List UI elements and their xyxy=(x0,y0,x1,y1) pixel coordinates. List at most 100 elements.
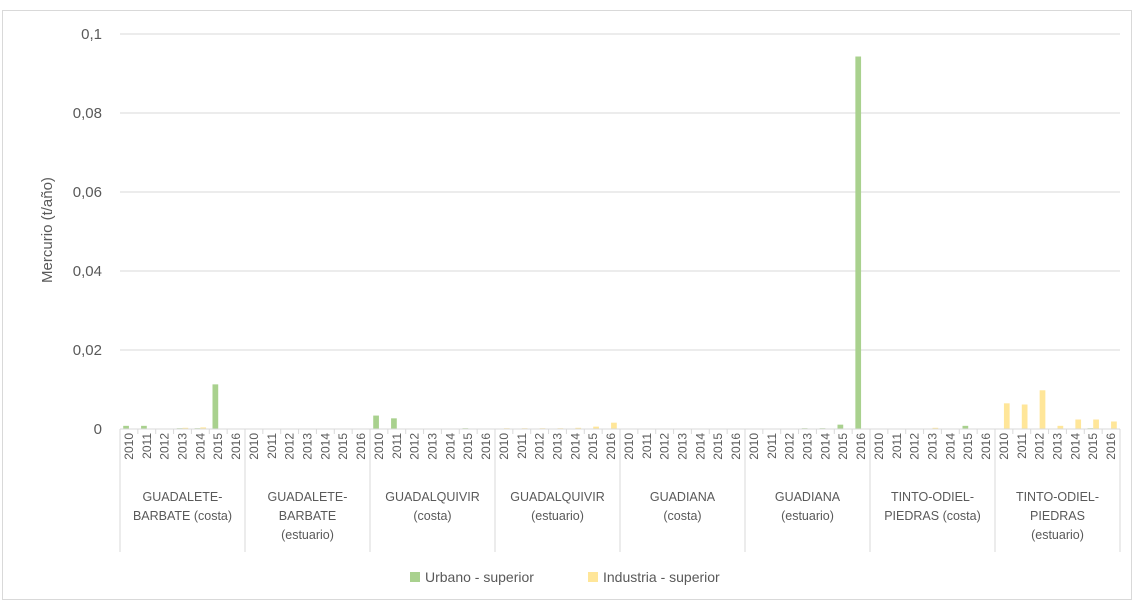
group-label: (estuario) xyxy=(531,509,584,523)
y-tick-label: 0 xyxy=(94,421,102,438)
x-tick-label: 2012 xyxy=(908,433,922,460)
bar-industria xyxy=(575,427,582,429)
x-tick-label: 2011 xyxy=(640,433,654,459)
bar-industria xyxy=(932,427,939,429)
x-tick-label: 2010 xyxy=(122,433,136,460)
bar-industria xyxy=(1057,425,1064,429)
y-tick-labels: 0 0,02 0,04 0,06 0,08 0,1 xyxy=(73,26,102,438)
x-tick-label: 2015 xyxy=(1086,433,1100,460)
x-tick-label: 2016 xyxy=(604,433,618,460)
legend: Urbano - superior Industria - superior xyxy=(410,569,720,585)
y-tick-label: 0,1 xyxy=(81,26,102,43)
x-tick-label: 2014 xyxy=(1068,433,1082,460)
x-tick-label: 2011 xyxy=(390,433,404,459)
bar-urbano xyxy=(855,56,862,429)
group-label: (estuario) xyxy=(281,528,334,542)
legend-label: Urbano - superior xyxy=(425,569,534,585)
x-tick-label: 2010 xyxy=(372,433,386,460)
x-tick-label: 2012 xyxy=(158,433,172,460)
bar-industria xyxy=(1075,419,1082,429)
x-tick-label: 2015 xyxy=(711,433,725,460)
bar-urbano xyxy=(837,424,844,429)
x-tick-label: 2010 xyxy=(747,433,761,460)
x-tick-label: 2012 xyxy=(783,433,797,460)
y-tick-label: 0,04 xyxy=(73,263,102,280)
x-tick-label: 2011 xyxy=(265,433,279,459)
bar-urbano xyxy=(212,384,219,429)
group-label: GUADALQUIVIR xyxy=(510,490,604,504)
x-tick-label: 2012 xyxy=(658,433,672,460)
grid-lines xyxy=(120,33,1120,351)
x-tick-label: 2010 xyxy=(497,433,511,460)
bar-industria xyxy=(1003,403,1010,429)
x-tick-label: 2010 xyxy=(997,433,1011,460)
x-tick-label: 2016 xyxy=(729,433,743,460)
x-tick-label: 2015 xyxy=(211,433,225,460)
bar-industria xyxy=(593,426,599,429)
x-tick-label: 2016 xyxy=(854,433,868,460)
x-tick-label: 2013 xyxy=(301,433,315,460)
x-tick-label: 2016 xyxy=(1104,433,1118,460)
x-tick-label: 2012 xyxy=(408,433,422,460)
bar-industria xyxy=(1111,421,1117,429)
group-label: BARBATE xyxy=(279,509,336,523)
x-tick-labels: 2010 2011 2012 2013 2014 2015 2016 2010 2011 2012… xyxy=(122,433,1118,460)
x-tick-label: 2013 xyxy=(926,433,940,460)
group-label: TINTO-ODIEL- xyxy=(891,490,974,504)
x-tick-label: 2016 xyxy=(229,433,243,460)
group-label: PIEDRAS (costa) xyxy=(884,509,981,523)
bar-industria xyxy=(1021,404,1028,429)
group-label: (estuario) xyxy=(781,509,834,523)
bar-urbano xyxy=(962,425,969,429)
x-tick-label: 2011 xyxy=(890,433,904,459)
bar-urbano xyxy=(123,425,129,429)
x-tick-label: 2012 xyxy=(283,433,297,460)
x-tick-label: 2013 xyxy=(1051,433,1065,460)
legend-swatch xyxy=(410,572,420,582)
legend-label: Industria - superior xyxy=(603,569,720,585)
x-tick-label: 2010 xyxy=(872,433,886,460)
x-tick-label: 2015 xyxy=(961,433,975,460)
y-tick-label: 0,02 xyxy=(73,342,102,359)
x-tick-label: 2014 xyxy=(693,433,707,460)
axes xyxy=(119,428,1121,552)
group-label: (costa) xyxy=(663,509,701,523)
x-tick-label: 2011 xyxy=(1015,433,1029,459)
x-tick-label: 2015 xyxy=(336,433,350,460)
chart-frame xyxy=(2,10,1132,600)
bar-industria xyxy=(1093,419,1099,429)
group-label: PIEDRAS xyxy=(1030,509,1085,523)
x-tick-label: 2014 xyxy=(943,433,957,460)
legend-swatch xyxy=(588,572,598,582)
x-tick-label: 2014 xyxy=(318,433,332,460)
group-label: (estuario) xyxy=(1031,528,1084,542)
x-tick-label: 2016 xyxy=(479,433,493,460)
group-label: GUADALETE- xyxy=(143,490,223,504)
y-axis-title: Mercurio (t/año) xyxy=(39,177,56,283)
x-tick-label: 2013 xyxy=(426,433,440,460)
bar-industria xyxy=(182,427,189,429)
group-label: GUADALETE- xyxy=(268,490,348,504)
bars xyxy=(123,56,1117,429)
x-tick-label: 2013 xyxy=(676,433,690,460)
x-tick-label: 2012 xyxy=(1033,433,1047,460)
x-tick-label: 2013 xyxy=(551,433,565,460)
group-label: GUADIANA xyxy=(775,490,841,504)
x-tick-label: 2010 xyxy=(622,433,636,460)
x-tick-label: 2014 xyxy=(568,433,582,460)
bar-industria xyxy=(611,422,617,429)
x-tick-label: 2014 xyxy=(818,433,832,460)
group-label: BARBATE (costa) xyxy=(133,509,232,523)
x-tick-label: 2011 xyxy=(515,433,529,459)
y-tick-label: 0,06 xyxy=(73,184,102,201)
x-tick-label: 2013 xyxy=(801,433,815,460)
x-tick-label: 2014 xyxy=(443,433,457,460)
x-tick-label: 2014 xyxy=(193,433,207,460)
x-tick-label: 2015 xyxy=(461,433,475,460)
bar-urbano xyxy=(391,418,397,429)
x-tick-label: 2012 xyxy=(533,433,547,460)
x-tick-label: 2016 xyxy=(979,433,993,460)
x-tick-label: 2011 xyxy=(140,433,154,459)
x-tick-label: 2015 xyxy=(586,433,600,460)
